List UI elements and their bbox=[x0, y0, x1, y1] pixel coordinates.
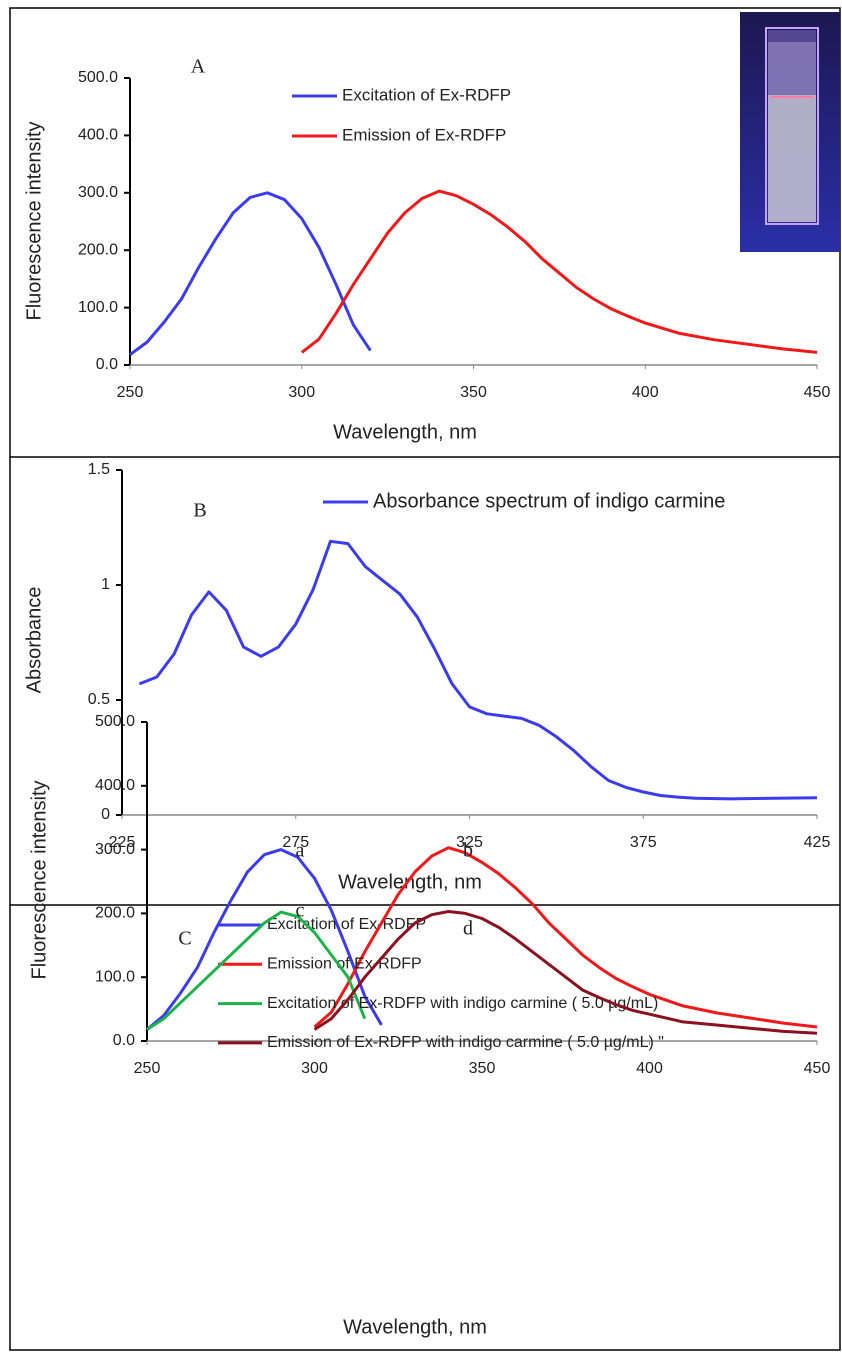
legend-label: Emission of Ex-RDFP bbox=[267, 956, 422, 973]
series-line bbox=[138, 539, 818, 801]
y-tick-label: 300.0 bbox=[78, 184, 118, 201]
y-tick-label: 1 bbox=[101, 576, 110, 593]
series-line bbox=[313, 910, 818, 1035]
x-axis-title: Wavelength, nm bbox=[343, 1316, 487, 1338]
annotation: c bbox=[296, 900, 305, 922]
series-line bbox=[129, 191, 372, 356]
y-tick-label: 200.0 bbox=[78, 241, 118, 258]
y-tick-label: 400.0 bbox=[95, 777, 135, 794]
x-tick-label: 300 bbox=[288, 384, 315, 401]
legend-label: Absorbance spectrum of indigo carmine bbox=[373, 490, 725, 512]
series-line bbox=[146, 848, 383, 1031]
y-tick-label: 400.0 bbox=[78, 127, 118, 144]
y-tick-label: 0 bbox=[101, 806, 110, 823]
y-tick-label: 500.0 bbox=[95, 713, 135, 730]
annotation: d bbox=[463, 918, 473, 940]
annotation: b bbox=[463, 840, 473, 862]
y-tick-label: 100.0 bbox=[78, 299, 118, 316]
series-line bbox=[146, 910, 367, 1031]
legend-label: Excitation of Ex-RDFP bbox=[267, 916, 426, 933]
x-tick-label: 275 bbox=[282, 834, 309, 851]
y-tick-label: 100.0 bbox=[95, 968, 135, 985]
x-tick-label: 375 bbox=[630, 834, 657, 851]
y-axis-title: Fluorescence intensity bbox=[28, 781, 50, 980]
panel-label: B bbox=[193, 500, 206, 522]
legend-label: Emission of Ex-RDFP bbox=[342, 125, 506, 144]
y-tick-label: 1.5 bbox=[88, 461, 110, 478]
x-tick-label: 225 bbox=[109, 834, 136, 851]
x-tick-label: 450 bbox=[804, 384, 831, 401]
panel-label: C bbox=[178, 928, 191, 950]
series-line bbox=[313, 846, 818, 1029]
y-tick-label: 0.0 bbox=[113, 1032, 135, 1049]
y-axis-title: Absorbance bbox=[23, 587, 45, 694]
legend-label: Excitation of Ex-RDFP with indigo carmin… bbox=[267, 995, 658, 1012]
x-tick-label: 425 bbox=[804, 834, 831, 851]
y-tick-label: 300.0 bbox=[95, 841, 135, 858]
x-tick-label: 250 bbox=[134, 1060, 161, 1077]
cuvette-photo bbox=[740, 12, 840, 252]
panel-label: A bbox=[191, 56, 206, 78]
frame bbox=[9, 7, 841, 1351]
series-line bbox=[300, 189, 818, 354]
x-tick-label: 325 bbox=[456, 834, 483, 851]
legend-label: Emission of Ex-RDFP with indigo carmine … bbox=[267, 1034, 664, 1051]
y-tick-label: 0.5 bbox=[88, 691, 110, 708]
x-tick-label: 350 bbox=[460, 384, 487, 401]
y-tick-label: 500.0 bbox=[78, 69, 118, 86]
x-tick-label: 350 bbox=[469, 1060, 496, 1077]
x-tick-label: 400 bbox=[632, 384, 659, 401]
x-tick-label: 450 bbox=[804, 1060, 831, 1077]
x-tick-label: 300 bbox=[301, 1060, 328, 1077]
y-tick-label: 200.0 bbox=[95, 905, 135, 922]
x-tick-label: 250 bbox=[117, 384, 144, 401]
x-axis-title: Wavelength, nm bbox=[338, 871, 482, 893]
legend-label: Excitation of Ex-RDFP bbox=[342, 85, 511, 104]
y-tick-label: 0.0 bbox=[96, 356, 118, 373]
x-tick-label: 400 bbox=[636, 1060, 663, 1077]
y-axis-title: Fluorescence intensity bbox=[23, 122, 45, 321]
annotation: a bbox=[296, 840, 305, 862]
x-axis-title: Wavelength, nm bbox=[333, 421, 477, 443]
